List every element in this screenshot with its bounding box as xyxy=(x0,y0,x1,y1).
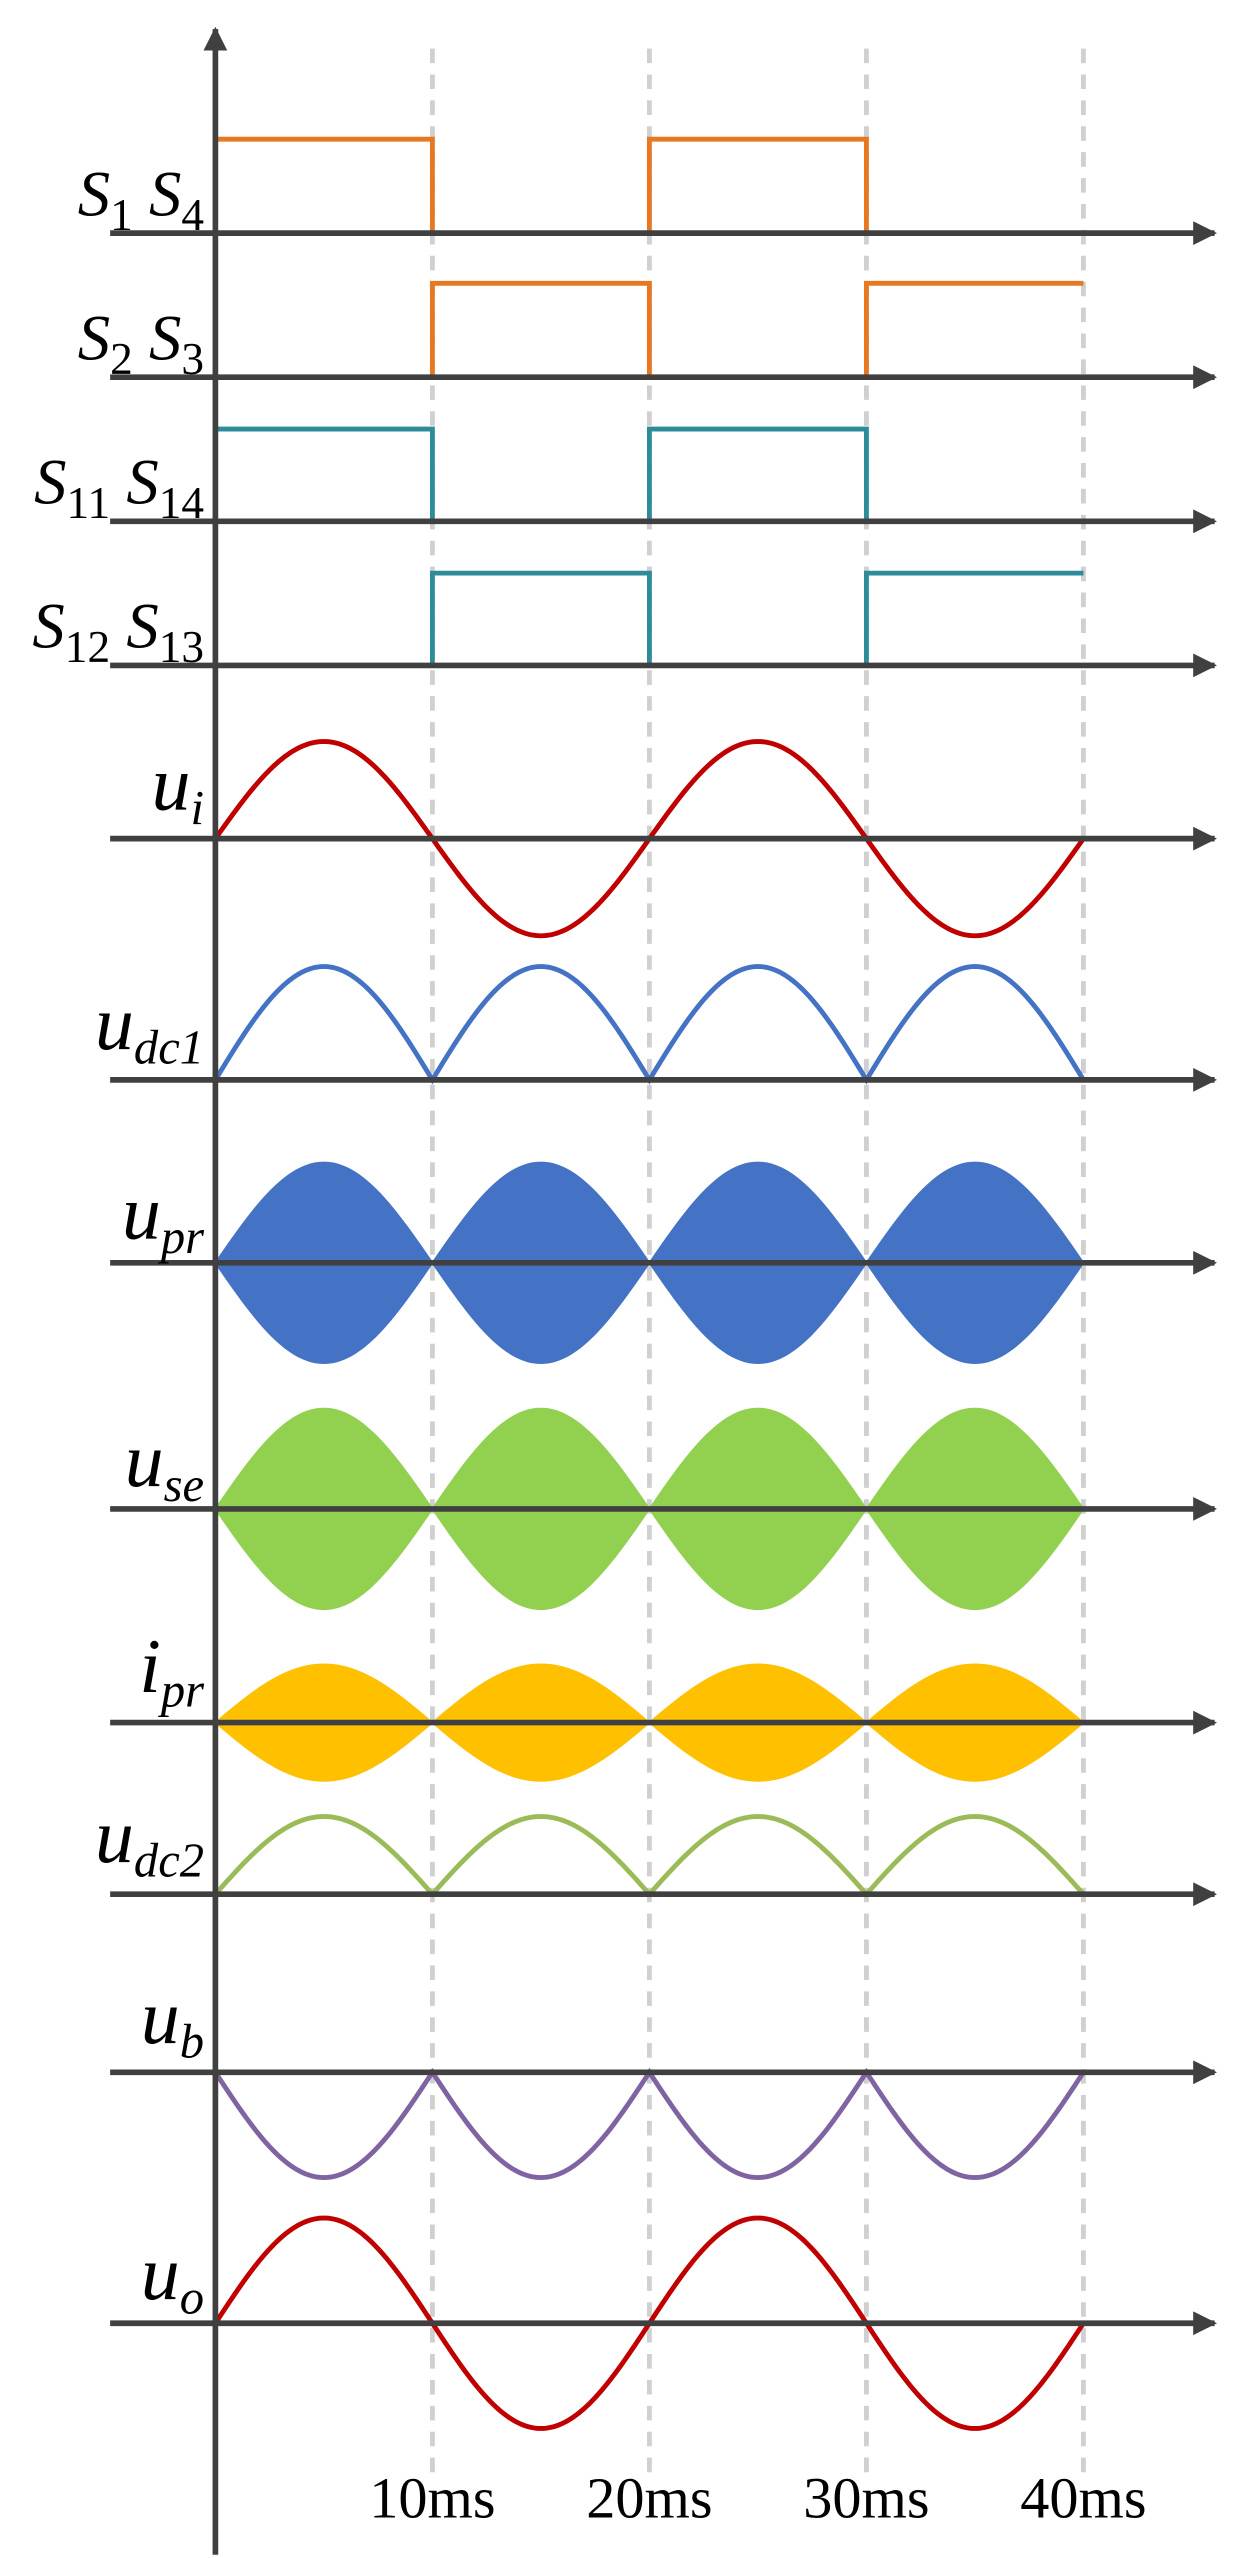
time-label: 20ms xyxy=(586,2466,712,2531)
label-subscript: i xyxy=(191,781,205,835)
label-symbol: S xyxy=(126,447,158,519)
label-symbol: S xyxy=(32,591,64,663)
label-symbol: S xyxy=(78,302,110,374)
switch-signal xyxy=(215,426,1084,524)
label-symbol: u xyxy=(141,2230,180,2316)
label-subscript: pr xyxy=(158,1210,205,1264)
label-symbol: u xyxy=(122,1170,161,1256)
time-label: 10ms xyxy=(369,2466,495,2531)
label-subscript: dc1 xyxy=(134,1021,204,1075)
row-label: ui xyxy=(152,741,204,836)
label-subscript: 13 xyxy=(159,622,204,672)
time-label: 40ms xyxy=(1020,2466,1146,2531)
axes xyxy=(110,26,1217,2555)
label-symbol: u xyxy=(152,741,191,827)
label-subscript: se xyxy=(164,1458,204,1512)
row-label: S12 S13 xyxy=(32,591,204,673)
dc-voltage xyxy=(213,1814,1086,1898)
label-symbol: S xyxy=(34,447,66,519)
label-symbol: u xyxy=(95,1793,134,1879)
label-symbol: u xyxy=(141,1974,180,2060)
label-subscript: 12 xyxy=(65,622,110,672)
label-subscript: pr xyxy=(158,1663,205,1717)
label-symbol: S xyxy=(126,591,158,663)
label-subscript: 14 xyxy=(159,478,204,528)
label-subscript: 2 xyxy=(110,334,133,384)
waveforms xyxy=(213,136,1086,2431)
row-label: S2 S3 xyxy=(78,302,204,384)
row-label: use xyxy=(125,1417,204,1512)
switch-signal xyxy=(215,136,1084,236)
label-subscript: 4 xyxy=(181,190,204,240)
label-subscript: 11 xyxy=(66,478,110,528)
row-label: ipr xyxy=(139,1623,205,1718)
label-symbol: u xyxy=(95,980,134,1066)
label-symbol: S xyxy=(149,302,181,374)
label-subscript: o xyxy=(180,2271,204,2325)
row-label: udc1 xyxy=(95,980,204,1075)
label-symbol: S xyxy=(78,158,110,230)
label-subscript: dc2 xyxy=(134,1833,204,1887)
label-symbol: i xyxy=(139,1623,161,1709)
row-label: ub xyxy=(141,1974,204,2069)
row-label: uo xyxy=(141,2230,204,2325)
label-subscript: 1 xyxy=(110,190,133,240)
row-label: S1 S4 xyxy=(78,158,204,240)
label-subscript: b xyxy=(180,2015,204,2069)
switch-signal xyxy=(215,570,1084,668)
label-subscript: 3 xyxy=(181,334,204,384)
row-label: S11 S14 xyxy=(34,447,204,529)
time-label: 30ms xyxy=(803,2466,929,2531)
row-label: upr xyxy=(122,1170,205,1265)
label-symbol: u xyxy=(125,1417,164,1503)
switch-signal xyxy=(215,280,1084,380)
label-symbol: S xyxy=(149,158,181,230)
row-label: udc2 xyxy=(95,1793,204,1888)
